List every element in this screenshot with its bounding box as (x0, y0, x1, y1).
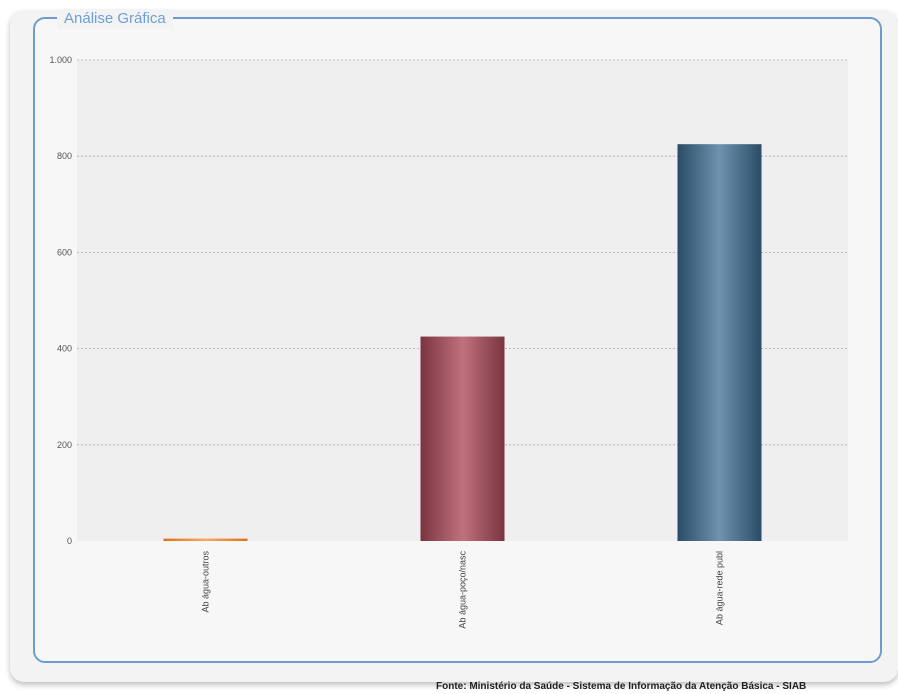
bars (163, 144, 762, 542)
bar-1 (163, 538, 248, 541)
x-category-label: Ab água-poço/nasc (458, 551, 468, 629)
y-tick-label: 0 (67, 536, 72, 546)
panel-title: Análise Gráfica (57, 9, 173, 29)
source-footer: Fonte: Ministério da Saúde - Sistema de … (436, 681, 807, 692)
axis-labels: 0 200 400 600 800 1.000 Ab água-outros Ab água-… (49, 55, 724, 629)
bar-3 (677, 144, 762, 542)
y-tick-label: 200 (57, 440, 72, 450)
y-tick-label: 600 (57, 247, 72, 257)
x-category-label: Ab água-outros (201, 551, 211, 613)
x-category-label: Ab água-rede publ (715, 551, 725, 625)
y-tick-label: 400 (57, 344, 72, 354)
bar-2 (420, 336, 505, 541)
y-tick-label: 1.000 (49, 55, 72, 65)
y-tick-label: 800 (57, 151, 72, 161)
